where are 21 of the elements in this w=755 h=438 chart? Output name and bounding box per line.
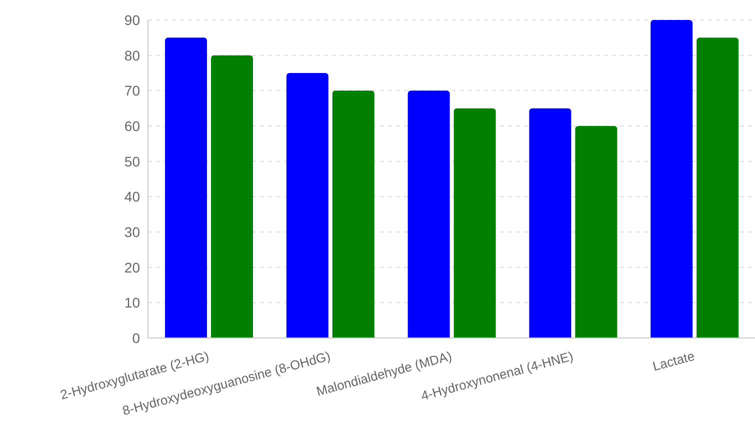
bar: [164, 38, 207, 338]
bar: [210, 55, 253, 338]
y-tick-label: 10: [124, 294, 140, 311]
bar: [529, 108, 572, 338]
x-tick-label: Lactate: [651, 348, 696, 374]
y-tick-label: 70: [124, 82, 140, 99]
bar: [286, 73, 328, 338]
y-tick-label: 20: [124, 259, 140, 276]
y-tick-label: 40: [124, 188, 140, 205]
y-tick-label: 50: [124, 153, 140, 170]
bar: [408, 90, 450, 338]
bar: [332, 90, 374, 338]
bar: [696, 38, 739, 338]
y-tick-label: 90: [124, 12, 140, 28]
y-tick-label: 60: [124, 118, 140, 134]
y-tick-label: 0: [132, 330, 140, 346]
bar: [575, 126, 618, 338]
y-tick-label: 30: [124, 224, 140, 240]
bar: [650, 20, 693, 338]
y-tick-label: 80: [124, 47, 140, 64]
bar: [454, 108, 496, 338]
